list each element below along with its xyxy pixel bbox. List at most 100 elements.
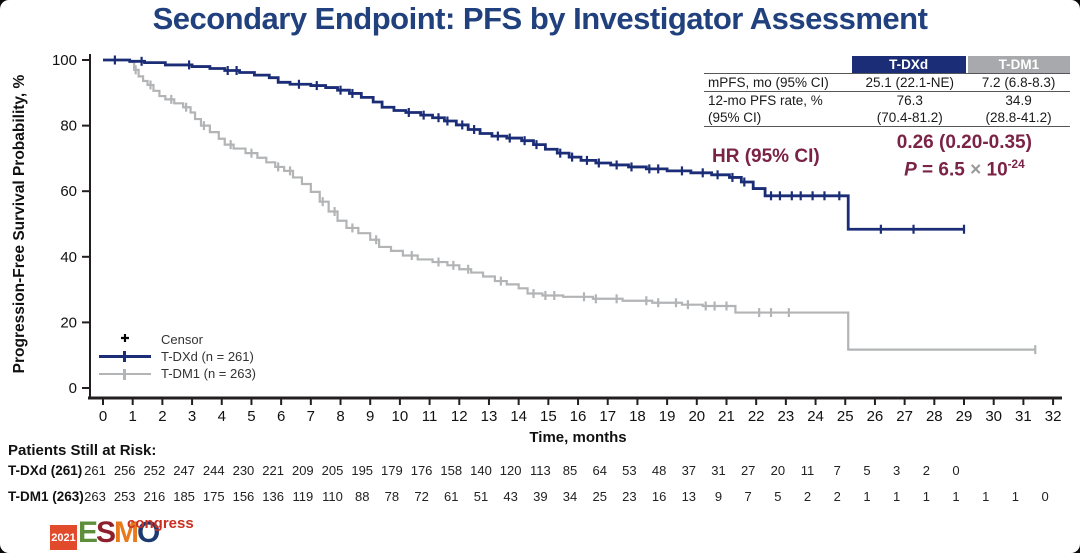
at-risk-count: 263	[84, 489, 106, 504]
x-tick-label: 3	[188, 408, 196, 425]
at-risk-count: 221	[262, 463, 284, 478]
tdm1-line-icon	[97, 368, 153, 380]
x-tick-label: 13	[481, 408, 498, 425]
at-risk-count: 113	[529, 463, 551, 478]
rate-tdxd-line1: 76.3	[896, 93, 923, 108]
at-risk-label-tdm1: T-DM1 (263)	[8, 489, 84, 504]
legend-label-tdxd: T-DXd (n = 261)	[161, 349, 254, 364]
x-tick-label: 26	[867, 408, 884, 425]
at-risk-count: 2	[803, 489, 812, 504]
at-risk-count: 23	[622, 489, 637, 504]
tdxd-line-icon	[97, 351, 153, 362]
y-tick-label: 20	[60, 314, 77, 331]
x-tick-label: 9	[366, 408, 374, 425]
legend: ✚ Censor T-DXd (n = 261) T-DM1 (n = 263)	[97, 331, 256, 382]
x-tick-label: 14	[510, 408, 527, 425]
esmo-letter: O	[137, 516, 160, 549]
at-risk-count: 27	[740, 463, 756, 478]
tdm1-curve	[103, 58, 1036, 351]
at-risk-count: 34	[562, 489, 578, 504]
legend-label-tdm1: T-DM1 (n = 263)	[161, 366, 257, 381]
at-risk-count: 85	[562, 463, 578, 478]
at-risk-count: 2	[922, 463, 930, 478]
at-risk-count: 64	[592, 463, 607, 478]
legend-row-tdm1: T-DM1 (n = 263)	[97, 365, 256, 382]
at-risk-count: 5	[774, 489, 782, 504]
at-risk-count: 140	[470, 463, 492, 478]
legend-row-tdxd: T-DXd (n = 261)	[97, 348, 256, 365]
x-tick-label: 8	[336, 408, 344, 425]
at-risk-count: 7	[744, 489, 752, 504]
x-tick-label: 10	[392, 408, 409, 425]
at-risk-count: 156	[232, 489, 255, 504]
at-risk-count: 1	[982, 489, 990, 504]
x-tick-label: 20	[688, 408, 705, 425]
y-axis-title: Progression-Free Survival Probability, %	[11, 74, 28, 373]
at-risk-label-tdxd: T-DXd (261)	[8, 463, 83, 478]
at-risk-count: 119	[292, 489, 314, 504]
x-tick-label: 24	[807, 408, 824, 425]
at-risk-count: 88	[354, 489, 370, 504]
legend-row-censor: ✚ Censor	[97, 331, 256, 348]
rate-tdm1-line2: (28.8-41.2)	[985, 110, 1052, 125]
y-tick-label: 40	[60, 249, 77, 266]
at-risk-count: 120	[499, 463, 522, 478]
at-risk-count: 205	[321, 463, 344, 478]
at-risk-count: 53	[622, 463, 637, 478]
hr-block: HR (95% CI) 0.26 (0.20-0.35) P = 6.5 × 1…	[704, 132, 1070, 181]
at-risk-count: 185	[173, 489, 195, 504]
at-risk-count: 48	[651, 463, 667, 478]
at-risk-count: 37	[681, 463, 697, 478]
at-risk-count: 256	[113, 463, 136, 478]
mpfs-tdm1: 7.2 (6.8-8.3)	[981, 75, 1056, 90]
at-risk-count: 195	[351, 463, 374, 478]
stats-header-tdm1: T-DM1	[967, 56, 1070, 73]
at-risk-count: 1	[893, 489, 901, 504]
at-risk-count: 61	[444, 489, 459, 504]
x-tick-label: 19	[659, 408, 676, 425]
at-risk-count: 110	[322, 489, 343, 504]
x-tick-label: 4	[218, 408, 226, 425]
at-risk-count: 158	[440, 463, 463, 478]
hr-label: HR (95% CI)	[712, 145, 820, 167]
censor-icon: ✚	[120, 333, 130, 345]
y-tick-label: 0	[69, 380, 77, 397]
at-risk-count: 0	[952, 463, 960, 478]
stats-row-mpfs: mPFS, mo (95% CI) 25.1 (22.1-NE) 7.2 (6.…	[704, 73, 1070, 92]
esmo-letter: M	[114, 516, 139, 549]
at-risk-count: 5	[863, 463, 871, 478]
at-risk-count: 51	[473, 489, 489, 504]
esmo-letter: E	[78, 516, 98, 549]
at-risk-count: 179	[381, 463, 403, 478]
x-tick-label: 7	[307, 408, 315, 425]
x-tick-label: 27	[896, 408, 913, 425]
at-risk-count: 13	[681, 489, 697, 504]
at-risk-count: 0	[1041, 489, 1049, 504]
at-risk-row-tdm1: T-DM1 (263) 263 253 216 185 175 156 136 119 110 8…	[0, 489, 1080, 507]
y-tick-label: 60	[60, 183, 77, 200]
at-risk-count: 216	[143, 489, 166, 504]
multiplication-sign: ×	[970, 159, 982, 181]
at-risk-count: 78	[384, 489, 400, 504]
stats-row-12mo: 12-mo PFS rate, % (95% CI) 76.3 (70.4-81…	[704, 92, 1070, 127]
x-tick-label: 31	[1015, 408, 1032, 425]
at-risk-count: 43	[503, 489, 518, 504]
logo-congress-text: congress	[127, 515, 194, 532]
at-risk-count: 1	[1011, 489, 1019, 504]
at-risk-count: 209	[291, 463, 314, 478]
at-risk-count: 176	[410, 463, 433, 478]
at-risk-count: 9	[714, 489, 723, 504]
legend-label-censor: Censor	[161, 332, 203, 347]
at-risk-title: Patients Still at Risk:	[8, 442, 157, 459]
esmo-wordmark: ESMO	[78, 516, 160, 549]
logo-year-badge: 2021	[50, 525, 77, 550]
rate-label-line2: (95% CI)	[708, 110, 762, 125]
at-risk-count: 247	[173, 463, 195, 478]
esmo-letter: S	[96, 516, 116, 549]
at-risk-count: 261	[84, 463, 106, 478]
x-tick-label: 0	[99, 408, 107, 425]
at-risk-count: 16	[651, 489, 667, 504]
x-tick-label: 11	[422, 408, 438, 425]
